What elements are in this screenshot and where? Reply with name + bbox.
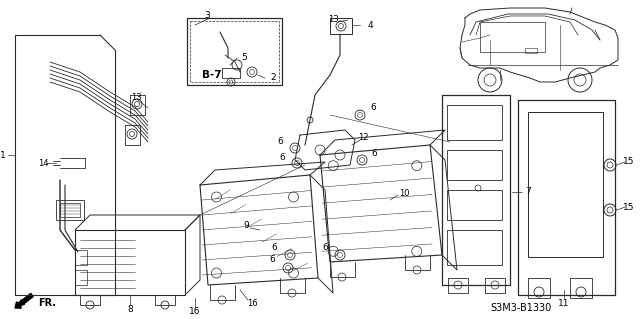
Text: FR.: FR. — [38, 298, 56, 308]
Bar — [447, 150, 502, 180]
Text: 6: 6 — [371, 149, 377, 158]
Bar — [330, 18, 352, 34]
Bar — [447, 105, 502, 140]
Text: 6: 6 — [279, 152, 285, 161]
FancyArrow shape — [15, 293, 33, 308]
Bar — [75, 270, 87, 285]
Bar — [525, 48, 537, 53]
Text: 15: 15 — [623, 203, 635, 211]
Bar — [570, 278, 592, 298]
Bar — [447, 230, 502, 265]
Text: 6: 6 — [269, 256, 275, 264]
Text: 13: 13 — [328, 16, 339, 25]
Text: 3: 3 — [204, 11, 210, 19]
Bar — [222, 68, 240, 78]
Text: S3M3-B1330: S3M3-B1330 — [490, 303, 551, 313]
Text: 2: 2 — [270, 73, 276, 83]
Bar — [60, 203, 80, 217]
Text: 12: 12 — [358, 133, 368, 143]
Text: 1: 1 — [0, 151, 6, 160]
Bar — [480, 22, 545, 52]
Text: B-7: B-7 — [202, 70, 221, 80]
Text: 6: 6 — [370, 103, 376, 113]
Text: 6: 6 — [322, 243, 328, 253]
Bar — [187, 18, 282, 85]
Bar — [448, 278, 468, 293]
Text: 6: 6 — [277, 137, 283, 146]
Text: 14: 14 — [38, 159, 48, 167]
Text: 10: 10 — [399, 189, 409, 197]
Text: 16: 16 — [189, 308, 201, 316]
Bar — [528, 112, 603, 257]
Text: 5: 5 — [241, 53, 247, 62]
Bar — [528, 278, 550, 298]
Text: 11: 11 — [558, 299, 570, 308]
Bar — [56, 200, 84, 220]
Bar — [447, 190, 502, 220]
Text: 4: 4 — [367, 20, 373, 29]
Text: 6: 6 — [271, 243, 277, 253]
Text: 15: 15 — [623, 158, 635, 167]
Text: 8: 8 — [127, 306, 133, 315]
Bar — [75, 250, 87, 265]
Bar — [190, 21, 279, 82]
Text: 13: 13 — [131, 93, 141, 101]
Text: 7: 7 — [525, 188, 531, 197]
Text: 16: 16 — [246, 299, 257, 308]
Text: 9: 9 — [243, 221, 249, 231]
Bar — [485, 278, 505, 293]
